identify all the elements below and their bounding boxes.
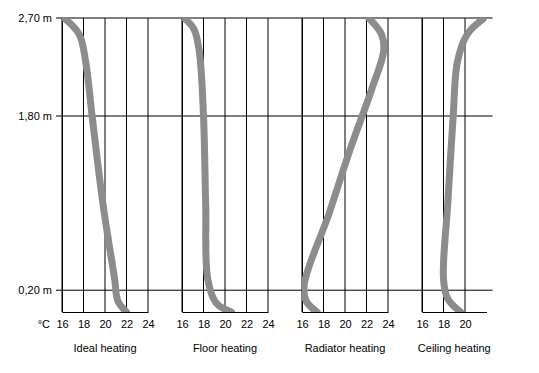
tick: 20: [219, 312, 231, 330]
tick: 18: [438, 312, 450, 330]
grid-line: [105, 18, 106, 312]
tick: 16: [176, 312, 188, 330]
tick: 24: [142, 312, 154, 330]
tick-label: 16: [176, 318, 188, 330]
tick: 0,20 m: [18, 284, 62, 296]
panel-title: Ideal heating: [74, 342, 137, 354]
marks: [64, 18, 126, 312]
axis-title: °C: [38, 318, 50, 330]
tick: 1,80 m: [18, 110, 62, 122]
grid-line: [465, 18, 466, 312]
grid-line: [422, 18, 423, 312]
marks: [184, 18, 231, 312]
tick: 22: [121, 312, 133, 330]
grid-line: [388, 18, 389, 312]
grid-line: [56, 18, 165, 19]
axis-line: [302, 19, 303, 313]
axis-line: [422, 19, 423, 313]
marks: [304, 18, 384, 312]
tick-label: 22: [121, 318, 133, 330]
tick: 16: [296, 312, 308, 330]
panel: 16 18 20 22 24 0,20 m 1,80 m 2,70 m °C Ideal heat…: [18, 12, 165, 354]
tick-label: 2,70 m: [18, 12, 52, 24]
x-axis: 16 18 20 22 24: [56, 312, 154, 330]
tick-label: 16: [416, 318, 428, 330]
grid-line: [405, 290, 493, 291]
y-axis: [182, 19, 184, 313]
tick-label: 20: [219, 318, 231, 330]
grid-line: [285, 18, 405, 19]
axis-line: [182, 19, 183, 313]
grid-line: [302, 18, 303, 312]
tick-label: 20: [339, 318, 351, 330]
panel: 16 18 20 22 24 Radiator heating: [285, 18, 405, 354]
tick-label: 18: [78, 318, 90, 330]
tick-label: 0,20 m: [18, 284, 52, 296]
grid-line: [182, 18, 183, 312]
tick: 16: [56, 312, 68, 330]
tick: 22: [361, 312, 373, 330]
tick-label: 24: [262, 318, 274, 330]
temperature-curve: [304, 18, 384, 312]
tick: 20: [339, 312, 351, 330]
tick-label: 18: [438, 318, 450, 330]
tick: 18: [198, 312, 210, 330]
grid-line: [126, 18, 127, 312]
grid-line: [366, 18, 367, 312]
axis-line: [183, 312, 269, 313]
grid-line: [62, 18, 63, 312]
tick: 24: [262, 312, 274, 330]
temperature-curve: [64, 18, 126, 312]
tick: 18: [318, 312, 330, 330]
tick-label: 20: [459, 318, 471, 330]
panel-title: Floor heating: [193, 342, 257, 354]
y-axis: [422, 19, 424, 313]
tick: 18: [78, 312, 90, 330]
axis-line: [303, 312, 389, 313]
tick: 24: [382, 312, 394, 330]
tick-label: 16: [296, 318, 308, 330]
tick-label: 1,80 m: [18, 110, 52, 122]
tick-label: 18: [198, 318, 210, 330]
grid-line: [405, 116, 493, 117]
tick: 16: [416, 312, 428, 330]
axis-line: [62, 19, 63, 313]
tick: 2,70 m: [18, 12, 62, 24]
grid-line: [148, 18, 149, 312]
panel-title: Radiator heating: [305, 342, 386, 354]
panel-title: Ceiling heating: [418, 342, 491, 354]
grid-line: [323, 18, 324, 312]
y-axis: [302, 19, 304, 313]
tick-label: 20: [99, 318, 111, 330]
tick: 22: [241, 312, 253, 330]
tick-label: 22: [241, 318, 253, 330]
marks: [443, 18, 484, 312]
grid-line: [246, 18, 247, 312]
tick-label: 22: [361, 318, 373, 330]
chart: 16 18 20 22 24 0,20 m 1,80 m 2,70 m °C Ideal heat…: [0, 0, 539, 373]
tick-label: 24: [382, 318, 394, 330]
tick-label: 16: [56, 318, 68, 330]
tick: 20: [459, 312, 471, 330]
x-axis: 16 18 20 22 24: [176, 312, 274, 330]
y-axis: 0,20 m 1,80 m 2,70 m: [18, 12, 62, 312]
grid-line: [56, 290, 165, 291]
axis-line: [423, 312, 488, 313]
grid-line: [268, 18, 269, 312]
temperature-curve: [184, 18, 231, 312]
tick-label: 18: [318, 318, 330, 330]
temperature-curve: [443, 18, 484, 312]
x-axis: 16 18 20 22 24: [296, 312, 394, 330]
tick: 20: [99, 312, 111, 330]
axis-line: [63, 312, 149, 313]
tick-label: 24: [142, 318, 154, 330]
panel: 16 18 20 Ceiling heating: [405, 18, 493, 354]
grid-line: [56, 116, 165, 117]
panel: 16 18 20 22 24 Floor heating: [165, 18, 285, 354]
x-axis: 16 18 20: [416, 312, 487, 330]
grid-line: [225, 18, 226, 312]
